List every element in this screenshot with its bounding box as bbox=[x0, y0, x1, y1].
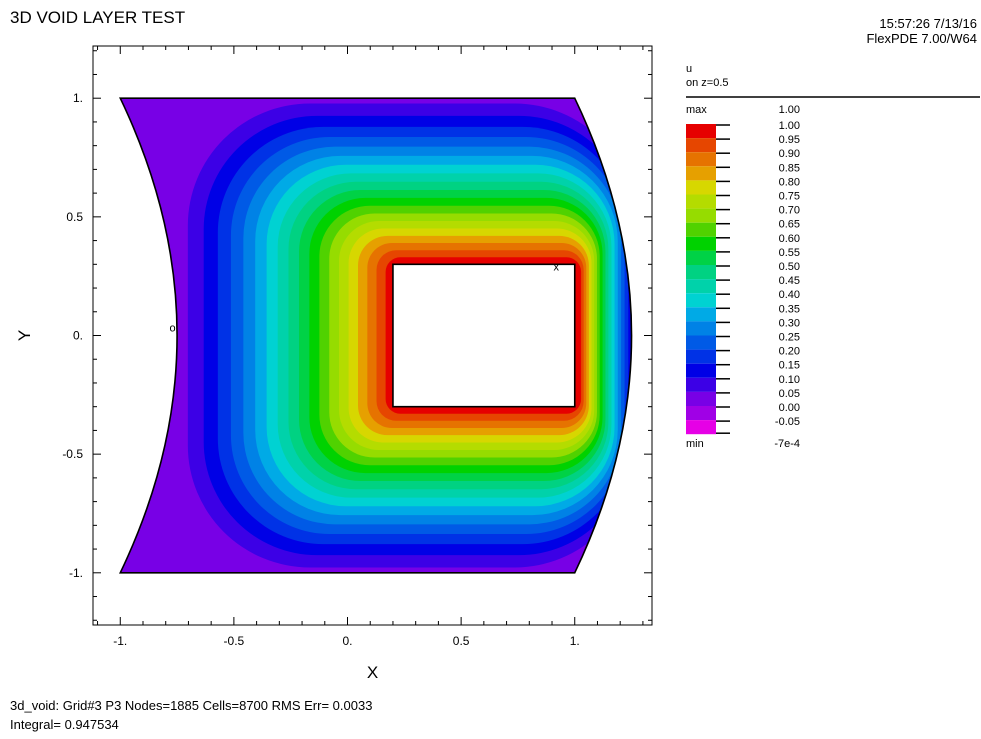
y-tick-label: 0. bbox=[73, 329, 83, 343]
axis-ticks: -1. -0.5 0. 0.5 1. 1. 0.5 0. -0.5 -1. bbox=[62, 46, 652, 648]
legend-swatch bbox=[686, 420, 716, 435]
legend-value: 0.00 bbox=[779, 402, 800, 414]
legend-value: 0.90 bbox=[779, 148, 800, 160]
legend-value: 0.50 bbox=[779, 261, 800, 273]
legend-swatch bbox=[686, 363, 716, 378]
legend-swatch bbox=[686, 250, 716, 265]
legend-swatch bbox=[686, 279, 716, 294]
legend-value: -0.05 bbox=[775, 416, 800, 428]
legend-value: 0.75 bbox=[779, 191, 800, 203]
legend-value: 0.80 bbox=[779, 176, 800, 188]
legend-value: 0.85 bbox=[779, 162, 800, 174]
legend-value: 0.40 bbox=[779, 289, 800, 301]
footer-grid-info: 3d_void: Grid#3 P3 Nodes=1885 Cells=8700… bbox=[10, 698, 373, 713]
legend-swatch bbox=[686, 138, 716, 153]
legend-swatch bbox=[686, 307, 716, 322]
legend-swatch bbox=[686, 391, 716, 406]
max-marker: x bbox=[554, 262, 560, 274]
legend-min-value: -7e-4 bbox=[774, 438, 800, 450]
legend-value: 0.20 bbox=[779, 346, 800, 358]
legend-swatch bbox=[686, 194, 716, 209]
y-axis-label: Y bbox=[15, 330, 34, 341]
legend-value: 0.45 bbox=[779, 275, 800, 287]
legend-max-value: 1.00 bbox=[779, 104, 800, 116]
legend-swatch bbox=[686, 321, 716, 336]
legend-value: 0.25 bbox=[779, 332, 800, 344]
domain-outline bbox=[118, 97, 633, 574]
legend-swatch bbox=[686, 293, 716, 308]
min-marker: o bbox=[170, 322, 176, 334]
legend-value: 1.00 bbox=[779, 120, 800, 132]
legend-swatch bbox=[686, 208, 716, 223]
legend-value: 0.30 bbox=[779, 317, 800, 329]
legend-max-label: max bbox=[686, 104, 707, 116]
legend-value: 0.70 bbox=[779, 205, 800, 217]
legend-plane: on z=0.5 bbox=[686, 77, 729, 89]
x-tick-label: -1. bbox=[113, 634, 127, 648]
x-tick-label: 0. bbox=[342, 634, 352, 648]
legend-swatch bbox=[686, 377, 716, 392]
legend-value: 0.05 bbox=[779, 388, 800, 400]
x-tick-label: 1. bbox=[570, 634, 580, 648]
legend-value: 0.15 bbox=[779, 360, 800, 372]
y-tick-label: 0.5 bbox=[66, 210, 83, 224]
legend-swatch bbox=[686, 406, 716, 421]
timestamp: 15:57:26 7/13/16 bbox=[879, 16, 977, 31]
legend-colorbar: 1.00 0.95 0.90 0.85 0.80 0.75 0.70 0.65 0.60 0.55… bbox=[686, 120, 800, 435]
legend-swatch bbox=[686, 222, 716, 237]
legend-swatch bbox=[686, 335, 716, 350]
version-label: FlexPDE 7.00/W64 bbox=[866, 31, 977, 46]
x-axis-label: X bbox=[367, 663, 378, 682]
legend-swatch bbox=[686, 236, 716, 251]
legend-value: 0.95 bbox=[779, 134, 800, 146]
legend-value: 0.35 bbox=[779, 303, 800, 315]
legend-swatch bbox=[686, 180, 716, 195]
y-tick-label: -0.5 bbox=[62, 447, 83, 461]
legend-value: 0.60 bbox=[779, 233, 800, 245]
x-tick-label: 0.5 bbox=[453, 634, 470, 648]
y-tick-label: -1. bbox=[69, 566, 83, 580]
legend-swatch bbox=[686, 265, 716, 280]
y-tick-label: 1. bbox=[73, 91, 83, 105]
chart-title: 3D VOID LAYER TEST bbox=[10, 8, 186, 27]
legend-value: 0.55 bbox=[779, 247, 800, 259]
legend-min-label: min bbox=[686, 438, 704, 450]
legend-value: 0.65 bbox=[779, 219, 800, 231]
legend-variable: u bbox=[686, 63, 692, 75]
legend-value: 0.10 bbox=[779, 374, 800, 386]
legend-swatch bbox=[686, 166, 716, 181]
legend-swatch bbox=[686, 124, 716, 139]
void-rectangle bbox=[392, 263, 576, 408]
footer-integral: Integral= 0.947534 bbox=[10, 717, 119, 732]
legend-swatch bbox=[686, 152, 716, 167]
x-tick-label: -0.5 bbox=[224, 634, 245, 648]
legend-swatch bbox=[686, 349, 716, 364]
